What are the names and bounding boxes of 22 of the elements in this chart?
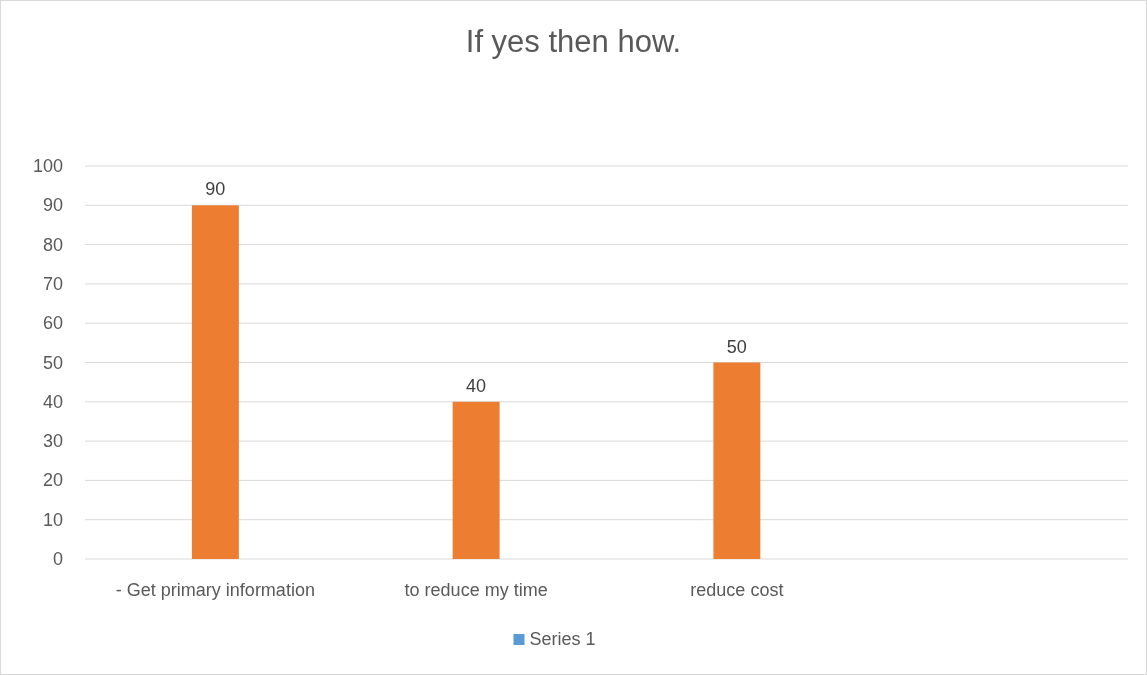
y-tick-label: 90 [42,195,63,216]
data-label: 90 [205,179,226,200]
y-tick-label: 60 [42,313,63,334]
y-tick-label: 40 [42,391,63,412]
x-tick-label: to reduce my time [404,580,548,600]
y-tick-label: 50 [42,352,63,373]
x-tick-label: reduce cost [690,580,784,600]
y-tick-label: 80 [42,234,63,255]
y-tick-label: 100 [32,156,63,176]
bar [713,362,761,559]
chart-title: If yes then how. [465,24,682,59]
bar [452,401,500,559]
y-tick-label: 20 [42,470,63,491]
y-tick-label: 30 [42,431,63,452]
bar [191,205,239,559]
text: Series 1 [529,629,596,649]
y-tick-label: 0 [52,549,63,569]
data-label: 40 [466,375,487,396]
y-tick-label: 10 [42,509,63,530]
x-tick-label: - Get primary information [115,580,315,600]
data-label: 50 [726,336,747,357]
y-tick-label: 70 [42,273,63,294]
